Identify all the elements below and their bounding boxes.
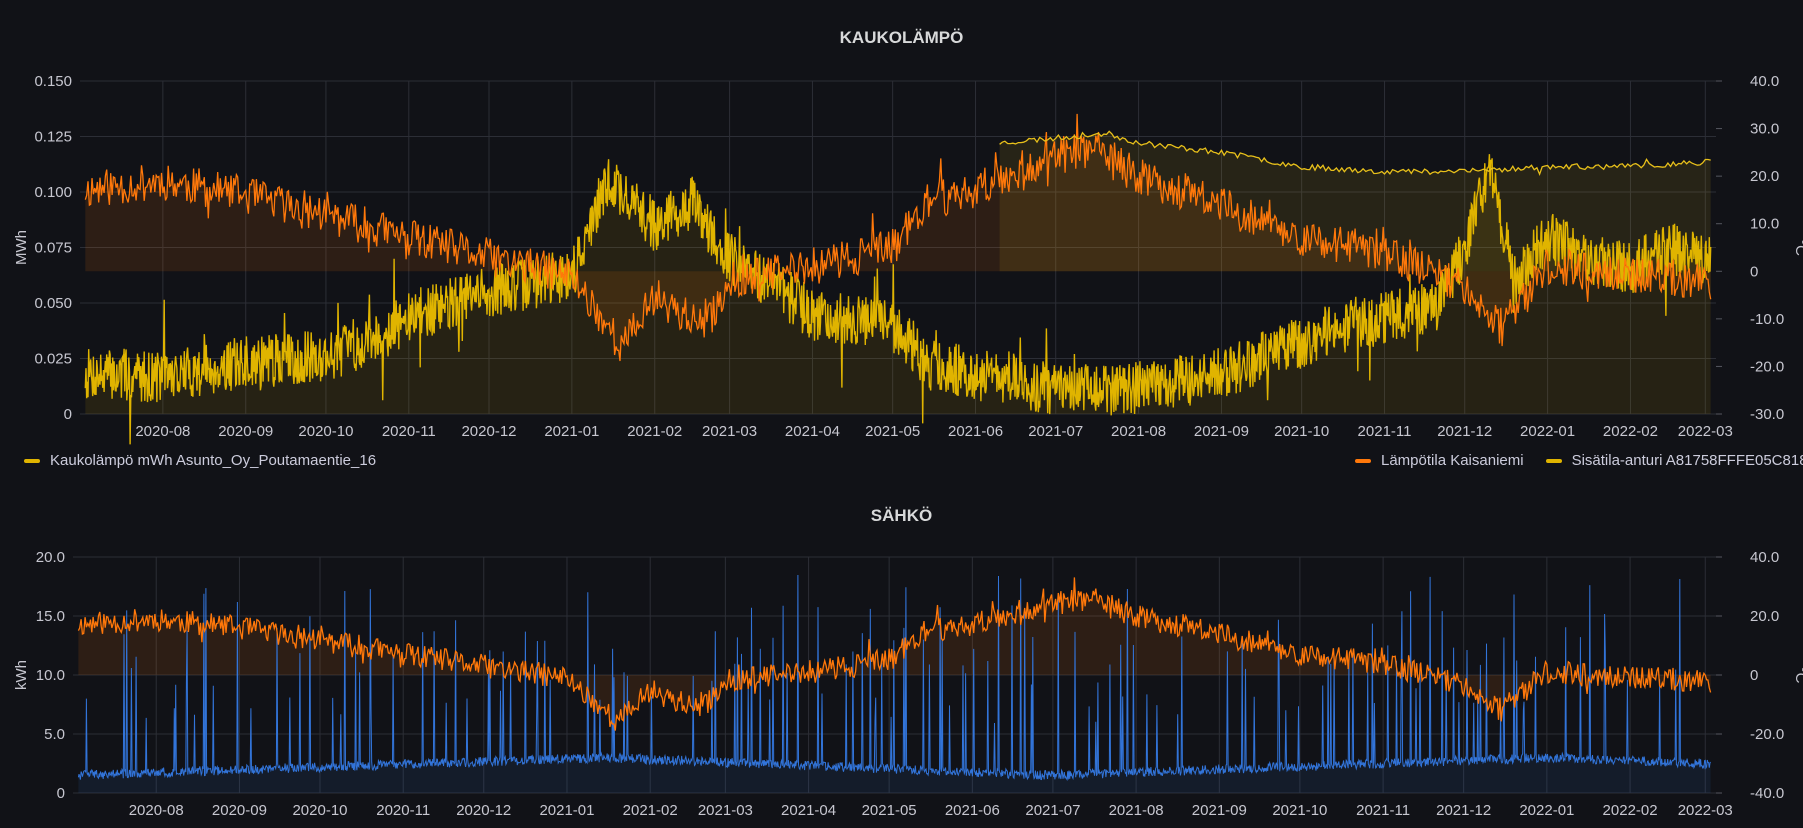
y-tick-right: 20.0 xyxy=(1750,608,1779,625)
x-tick: 2020-12 xyxy=(456,802,511,819)
series-line-electricity xyxy=(77,574,1711,782)
y-tick-right: 40.0 xyxy=(1750,549,1779,566)
x-tick: 2022-02 xyxy=(1603,802,1658,819)
y-tick-left: 0.050 xyxy=(34,295,72,312)
y-tick-left: 0 xyxy=(64,406,72,423)
x-tick: 2021-09 xyxy=(1192,802,1247,819)
x-tick: 2020-08 xyxy=(129,802,184,819)
y-axis-label-left: MWh xyxy=(13,230,30,265)
x-tick: 2022-01 xyxy=(1519,802,1574,819)
x-tick: 2020-12 xyxy=(461,423,516,440)
x-tick: 2021-06 xyxy=(945,802,1000,819)
y-tick-right: 10.0 xyxy=(1750,216,1779,233)
x-tick: 2020-10 xyxy=(292,802,347,819)
x-tick: 2021-09 xyxy=(1194,423,1249,440)
x-tick: 2021-11 xyxy=(1356,802,1410,819)
legend-right: Lämpötila Kaisaniemi Sisätila-anturi A817… xyxy=(1355,452,1803,469)
legend-left: Kaukolämpö mWh Asunto_Oy_Poutamaentie_16 xyxy=(24,452,398,469)
y-tick-right: 0 xyxy=(1750,263,1758,280)
y-tick-right: 30.0 xyxy=(1750,121,1779,138)
district-heat-chart[interactable]: 0 0.025 0.050 0.075 0.100 0.125 0.150 -30.0 -20.… xyxy=(0,0,1803,470)
y-tick-right: 40.0 xyxy=(1750,73,1779,90)
x-tick: 2021-04 xyxy=(785,423,840,440)
x-tick: 2022-03 xyxy=(1678,423,1733,440)
y-tick-right: -40.0 xyxy=(1750,785,1784,802)
y-tick-left: 0.150 xyxy=(34,73,72,90)
x-tick: 2020-09 xyxy=(212,802,267,819)
y-tick-right: -20.0 xyxy=(1750,726,1784,743)
legend-item[interactable]: Kaukolämpö mWh Asunto_Oy_Poutamaentie_16 xyxy=(24,452,376,469)
electricity-chart[interactable]: 0 5.0 10.0 15.0 20.0 -40.0 -20.0 0 20.0 40.0 2020-… xyxy=(0,476,1803,828)
x-tick: 2021-03 xyxy=(702,423,757,440)
y-tick-left: 0.100 xyxy=(34,184,72,201)
y-tick-left: 0.075 xyxy=(34,240,72,257)
y-tick-left: 0.025 xyxy=(34,351,72,368)
y-axis-label-right: °C xyxy=(1792,667,1803,684)
legend-item[interactable]: Sisätila-anturi A81758FFFE05C818 xyxy=(1545,452,1803,469)
x-tick: 2021-01 xyxy=(544,423,599,440)
x-tick: 2021-12 xyxy=(1437,423,1492,440)
y-tick-left: 20.0 xyxy=(36,549,65,566)
y-tick-right: -20.0 xyxy=(1750,358,1784,375)
x-tick: 2021-10 xyxy=(1272,802,1327,819)
x-tick: 2021-08 xyxy=(1109,802,1164,819)
x-tick: 2021-06 xyxy=(948,423,1003,440)
x-tick: 2022-03 xyxy=(1678,802,1733,819)
legend-swatch xyxy=(1545,458,1562,463)
x-tick: 2021-05 xyxy=(865,423,920,440)
x-tick: 2020-10 xyxy=(298,423,353,440)
x-tick: 2022-02 xyxy=(1603,423,1658,440)
y-tick-right: 20.0 xyxy=(1750,168,1779,185)
y-tick-right: -30.0 xyxy=(1750,406,1784,423)
series-line-indoor-temperature xyxy=(999,130,1711,177)
y-tick-left: 5.0 xyxy=(44,726,65,743)
y-axis-label-left: kWh xyxy=(13,660,30,690)
x-tick: 2021-12 xyxy=(1436,802,1491,819)
y-tick-left: 15.0 xyxy=(36,608,65,625)
legend-label: Sisätila-anturi A81758FFFE05C818 xyxy=(1571,452,1803,469)
panel-title: SÄHKÖ xyxy=(870,506,933,525)
x-tick: 2021-03 xyxy=(698,802,753,819)
x-tick: 2020-09 xyxy=(218,423,273,440)
x-tick: 2022-01 xyxy=(1520,423,1575,440)
y-tick-left: 0.125 xyxy=(34,129,72,146)
electricity-panel: SÄHKÖ 0 5.0 10.0 15.0 20.0 -40.0 -20.0 0 20.0 40.… xyxy=(0,476,1803,828)
x-tick: 2020-11 xyxy=(382,423,436,440)
legend-swatch xyxy=(1355,458,1371,463)
x-tick: 2021-08 xyxy=(1111,423,1166,440)
x-tick: 2021-07 xyxy=(1028,423,1083,440)
x-tick: 2020-11 xyxy=(376,802,430,819)
series-line-energy xyxy=(84,154,1712,445)
y-axis-label-right: °C xyxy=(1792,239,1803,256)
x-tick: 2021-04 xyxy=(781,802,836,819)
x-tick: 2020-08 xyxy=(135,423,190,440)
series-area-energy xyxy=(85,154,1711,445)
y-tick-left: 0 xyxy=(57,785,65,802)
x-tick: 2021-11 xyxy=(1358,423,1412,440)
series-line-outdoor-temperature xyxy=(84,113,1712,362)
legend-swatch xyxy=(24,458,40,463)
legend-label: Kaukolämpö mWh Asunto_Oy_Poutamaentie_16 xyxy=(50,452,377,469)
district-heat-panel: KAUKOLÄMPÖ 0 0.025 0.050 0.075 0.100 0.125 0.1… xyxy=(0,0,1803,470)
y-tick-right: 0 xyxy=(1750,667,1758,684)
x-tick: 2021-10 xyxy=(1274,423,1329,440)
x-tick: 2021-07 xyxy=(1025,802,1080,819)
y-tick-left: 10.0 xyxy=(36,667,65,684)
x-tick: 2021-05 xyxy=(862,802,917,819)
x-tick: 2021-02 xyxy=(627,423,682,440)
x-tick: 2021-02 xyxy=(623,802,678,819)
x-tick: 2021-01 xyxy=(539,802,594,819)
legend-label: Lämpötila Kaisaniemi xyxy=(1381,452,1524,469)
y-tick-right: -10.0 xyxy=(1750,311,1784,328)
series-line-outdoor-temperature xyxy=(77,577,1712,731)
panel-title: KAUKOLÄMPÖ xyxy=(839,28,964,47)
legend-item[interactable]: Lämpötila Kaisaniemi xyxy=(1355,452,1524,469)
